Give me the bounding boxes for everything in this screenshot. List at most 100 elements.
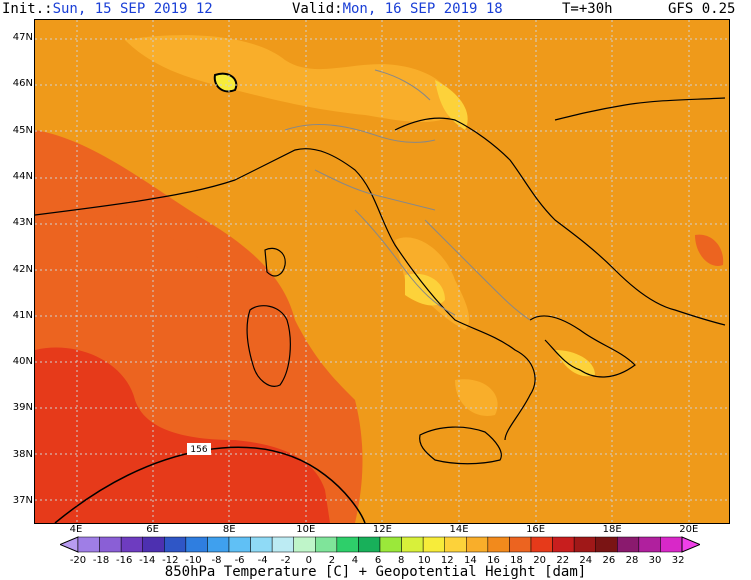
colorbar-tick-label: 0 xyxy=(305,555,312,566)
map-canvas: 156 xyxy=(35,20,729,523)
colorbar-tick-label: -4 xyxy=(257,555,268,566)
colorbar-swatch xyxy=(77,536,100,553)
colorbar-tick-label: 32 xyxy=(671,555,685,566)
colorbar-swatch xyxy=(142,536,165,553)
colorbar-swatch xyxy=(530,536,553,553)
lon-label: 12E xyxy=(372,524,392,535)
colorbar-tick-label: -16 xyxy=(115,555,133,566)
temp-field-south-cool xyxy=(555,350,595,377)
geopotential-contour xyxy=(54,446,366,523)
init-value: Sun, 15 SEP 2019 12 xyxy=(52,1,213,17)
colorbar-swatch xyxy=(315,536,338,553)
colorbar-tick-label: -14 xyxy=(139,555,156,566)
lon-label: 4E xyxy=(69,524,83,535)
lat-label: 42N xyxy=(12,263,33,275)
coastlines xyxy=(35,97,726,465)
colorbar-tick-label: 26 xyxy=(602,555,616,566)
colorbar-swatch xyxy=(617,536,640,553)
temp-field-east-warm xyxy=(695,234,724,266)
temp-field-alps-cold-spot xyxy=(213,72,238,93)
lat-label: 46N xyxy=(12,78,33,90)
colorbar-tick-label: -20 xyxy=(69,555,87,566)
colorbar-tick-label: -12 xyxy=(162,555,179,566)
colorbar-min-arrow xyxy=(60,536,79,553)
colorbar-max-arrow xyxy=(681,536,700,553)
colorbar-swatch xyxy=(573,536,596,553)
colorbar-swatch xyxy=(552,536,575,553)
colorbar-swatch xyxy=(293,536,316,553)
colorbar-tick-label: 30 xyxy=(648,555,662,566)
colorbar-swatch xyxy=(638,536,661,553)
valid-value: Mon, 16 SEP 2019 18 xyxy=(342,1,503,17)
colorbar-swatch xyxy=(595,536,618,553)
model-name: GFS 0.25 xyxy=(668,1,736,17)
temp-field-northeast-cool xyxy=(435,80,468,130)
lat-label: 40N xyxy=(12,356,33,368)
colorbar-tick-label: 8 xyxy=(397,555,405,566)
temp-field-alps-band xyxy=(125,35,455,122)
colorbar-swatch xyxy=(379,536,402,553)
colorbar-tick-label: 22 xyxy=(556,555,570,566)
lat-label: 38N xyxy=(12,448,33,460)
contour-label-box xyxy=(187,443,211,455)
colorbar-swatch xyxy=(271,536,294,553)
colorbar-tick-label: 24 xyxy=(579,555,593,566)
colorbar-tick-label: 18 xyxy=(510,555,523,566)
colorbar-tick-label: 10 xyxy=(417,555,431,566)
colorbar-tick-label: 4 xyxy=(351,555,359,566)
colorbar-swatch xyxy=(120,536,143,553)
valid-time: Valid:Mon, 16 SEP 2019 18 xyxy=(292,0,503,18)
colorbar-swatch xyxy=(185,536,208,553)
lon-label: 10E xyxy=(296,524,316,535)
colorbar-tick-label: -18 xyxy=(92,555,110,566)
colorbar-tick-label: 20 xyxy=(533,555,546,566)
init-time: Init.:Sun, 15 SEP 2019 12 xyxy=(2,0,213,18)
valid-label: Valid: xyxy=(292,1,343,17)
contour-label: 156 xyxy=(190,445,207,455)
colorbar-tick-label: 6 xyxy=(374,555,382,566)
temperature-map[interactable]: 156 xyxy=(34,19,730,524)
colorbar-swatch xyxy=(660,536,683,553)
lon-label: 6E xyxy=(146,524,159,535)
colorbar-swatch xyxy=(207,536,230,553)
colorbar-swatch xyxy=(401,536,424,553)
colorbar-tick-label: 12 xyxy=(440,555,454,566)
colorbar-swatch xyxy=(99,536,122,553)
colorbar-swatch xyxy=(164,536,187,553)
colorbar-swatch xyxy=(228,536,251,553)
colorbar-swatch xyxy=(444,536,467,553)
lat-label: 41N xyxy=(12,309,33,321)
colorbar-tick-label: -10 xyxy=(185,555,202,566)
init-label: Init.: xyxy=(2,1,53,17)
colorbar-tick-label: -8 xyxy=(211,555,222,566)
colorbar-swatch xyxy=(422,536,445,553)
lat-lon-grid xyxy=(35,20,729,523)
lon-label: 20E xyxy=(679,524,699,535)
lat-label: 47N xyxy=(12,32,33,43)
colorbar-tick-label: 14 xyxy=(464,555,477,566)
map-caption: 850hPa Temperature [C] + Geopotential He… xyxy=(164,564,587,580)
temp-field-hot-southwest xyxy=(35,347,330,523)
lat-label: 44N xyxy=(12,170,33,182)
colorbar-tick-label: 28 xyxy=(625,555,639,566)
lat-label: 45N xyxy=(12,124,33,136)
colorbar-swatch xyxy=(487,536,510,553)
colorbar-tick-label: 16 xyxy=(487,555,500,566)
lon-label: 16E xyxy=(526,524,546,535)
colorbar-tick-label: 2 xyxy=(328,555,336,566)
lat-label: 43N xyxy=(12,217,33,229)
colorbar-swatch xyxy=(336,536,359,553)
lon-label: 14E xyxy=(449,524,469,535)
colorbar-tick-label: -2 xyxy=(280,555,291,566)
lat-label: 39N xyxy=(12,402,33,414)
region-borders xyxy=(284,69,531,321)
lon-label: 8E xyxy=(222,524,236,535)
temperature-colorbar xyxy=(60,536,700,553)
lead-time: T=+30h xyxy=(562,1,613,17)
colorbar-swatch xyxy=(466,536,489,553)
colorbar-swatch xyxy=(250,536,273,553)
temp-field-sicily-cool xyxy=(455,379,498,416)
lon-label: 18E xyxy=(602,524,622,535)
colorbar-tick-label: -6 xyxy=(234,555,245,566)
colorbar-swatch xyxy=(509,536,532,553)
